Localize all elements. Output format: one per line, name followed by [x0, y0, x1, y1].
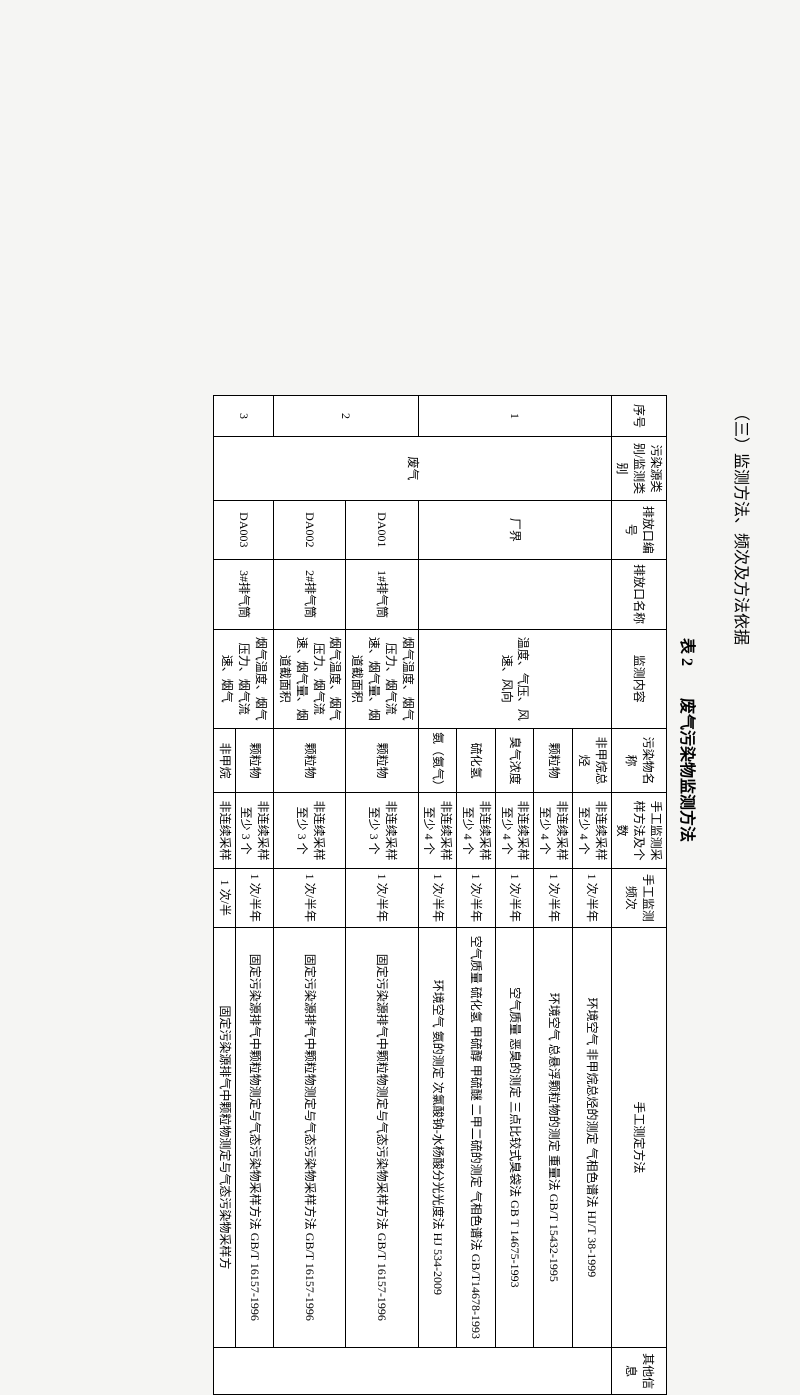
cell-sampling: 非连续采样 至少 4 个 — [534, 793, 573, 869]
cell-outname — [418, 559, 611, 629]
cell-method: 固定污染源排气中颗粒物测定与气态污染物采样方法 GB/T 16157-1996 — [274, 927, 346, 1348]
cell-method: 固定污染源排气中颗粒物测定与气态污染物采样方法 GB/T 16157-1996 — [346, 927, 418, 1348]
header-row: 序号 污染源类别/监测类别 排放口编号 排放口名称 监测内容 污染物名称 手工监… — [611, 396, 666, 1395]
cell-method: 环境空气 氨的测定 次氯酸钠-水杨酸分光光度法 HJ 534-2009 — [418, 927, 457, 1348]
table-body: 1废气厂界温度、气压、风速、风向非甲烷总烃非连续采样 至少 4 个1 次/半年环… — [213, 396, 611, 1395]
cell-outid: DA003 — [213, 501, 273, 559]
cell-freq: 1 次/半年 — [346, 869, 418, 927]
cell-pollutant: 臭气浓度 — [495, 728, 534, 792]
th-outname: 排放口名称 — [611, 559, 666, 629]
cell-seq: 3 — [213, 396, 273, 437]
table-title: 表 2 废气污染物监测方法 — [677, 395, 701, 1085]
cell-method: 环境空气 总悬浮颗粒物的测定 重量法 GB/T 15432-1995 — [534, 927, 573, 1348]
cell-category: 废气 — [213, 436, 611, 500]
cell-pollutant: 颗粒物 — [235, 728, 274, 792]
table-row: DA0022#排气筒烟气温度、烟气压力、烟气流速、烟气量、烟道截面积颗粒物非连续… — [274, 396, 346, 1395]
cell-freq: 1 次/半年 — [418, 869, 457, 927]
th-content: 监测内容 — [611, 629, 666, 728]
cell-pollutant: 颗粒物 — [534, 728, 573, 792]
cell-other — [213, 1348, 611, 1395]
cell-sampling: 非连续采样 至少 3 个 — [274, 793, 346, 869]
cell-freq: 1 次/半年 — [495, 869, 534, 927]
cell-pollutant: 非甲烷 — [213, 728, 235, 792]
cell-content: 温度、气压、风速、风向 — [418, 629, 611, 728]
cell-content: 烟气温度、烟气压力、烟气流速、烟气量、烟道截面积 — [346, 629, 418, 728]
cell-freq: 1 次/半年 — [457, 869, 496, 927]
cell-freq: 1 次/半 — [213, 869, 235, 927]
cell-sampling: 非连续采样 至少 4 个 — [495, 793, 534, 869]
cell-method: 环境空气 非甲烷总烃的测定 气相色谱法 HJ/T 38-1999 — [573, 927, 612, 1348]
th-pollutant: 污染物名称 — [611, 728, 666, 792]
cell-outname: 3#排气筒 — [213, 559, 273, 629]
cell-pollutant: 氨（氨气） — [418, 728, 457, 792]
cell-freq: 1 次/半年 — [534, 869, 573, 927]
cell-content: 烟气温度、烟气压力、烟气流速、烟气 — [213, 629, 273, 728]
cell-sampling: 非连续采样 至少 4 个 — [418, 793, 457, 869]
table-row: 3DA0033#排气筒烟气温度、烟气压力、烟气流速、烟气颗粒物非连续采样 至少 … — [235, 396, 274, 1395]
cell-sampling: 非连续采样 至少 4 个 — [457, 793, 496, 869]
cell-pollutant: 颗粒物 — [274, 728, 346, 792]
cell-method: 空气质量 恶臭的测定 三点比较式臭袋法 GB T 14675-1993 — [495, 927, 534, 1348]
cell-freq: 1 次/半年 — [235, 869, 274, 927]
cell-pollutant: 硫化氢 — [457, 728, 496, 792]
cell-sampling: 非连续采样 至少 3 个 — [346, 793, 418, 869]
cell-sampling: 非连续采样 至少 3 个 — [235, 793, 274, 869]
th-seq: 序号 — [611, 396, 666, 437]
cell-pollutant: 非甲烷总烃 — [573, 728, 612, 792]
cell-freq: 1 次/半年 — [274, 869, 346, 927]
section-header: （三）监测方法、频次及方法依据 — [731, 405, 755, 1085]
th-other: 其他信息 — [611, 1348, 666, 1395]
cell-outname: 1#排气筒 — [346, 559, 418, 629]
th-outid: 排放口编号 — [611, 501, 666, 559]
cell-sampling: 非连续采样 至少 4 个 — [573, 793, 612, 869]
cell-freq: 1 次/半年 — [573, 869, 612, 927]
table-row: 1废气厂界温度、气压、风速、风向非甲烷总烃非连续采样 至少 4 个1 次/半年环… — [573, 396, 612, 1395]
cell-content: 烟气温度、烟气压力、烟气流速、烟气量、烟道截面积 — [274, 629, 346, 728]
th-cat: 污染源类别/监测类别 — [611, 436, 666, 500]
cell-outid: DA001 — [346, 501, 418, 559]
table-row: 2DA0011#排气筒烟气温度、烟气压力、烟气流速、烟气量、烟道截面积颗粒物非连… — [346, 396, 418, 1395]
page-container: （三）监测方法、频次及方法依据 表 2 废气污染物监测方法 序号 污染源类别/监… — [0, 395, 755, 1085]
th-freq: 手工监测频次 — [611, 869, 666, 927]
cell-seq: 2 — [274, 396, 418, 437]
cell-outid: DA002 — [274, 501, 346, 559]
cell-outid: 厂界 — [418, 501, 611, 559]
th-method: 手工测定方法 — [611, 927, 666, 1348]
th-sampling: 手工监测采样方法及个数 — [611, 793, 666, 869]
cell-sampling: 非连续采样 — [213, 793, 235, 869]
cell-method: 固定污染源排气中颗粒物测定与气态污染物采样方 — [213, 927, 235, 1348]
cell-pollutant: 颗粒物 — [346, 728, 418, 792]
cell-seq: 1 — [418, 396, 611, 437]
cell-outname: 2#排气筒 — [274, 559, 346, 629]
cell-method: 固定污染源排气中颗粒物测定与气态污染物采样方法 GB/T 16157-1996 — [235, 927, 274, 1348]
monitoring-table: 序号 污染源类别/监测类别 排放口编号 排放口名称 监测内容 污染物名称 手工监… — [213, 395, 667, 1395]
cell-method: 空气质量 硫化氢 甲硫醇 甲硫醚 二甲二硫的测定 气相色谱法 GB/T14678… — [457, 927, 496, 1348]
